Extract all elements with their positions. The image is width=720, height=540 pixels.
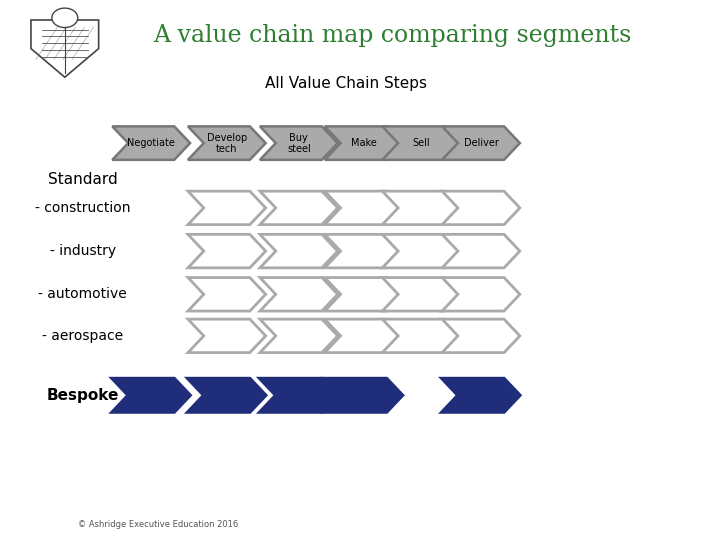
- Polygon shape: [325, 278, 402, 311]
- Polygon shape: [260, 379, 338, 412]
- Text: Buy
steel: Buy steel: [287, 133, 310, 153]
- Polygon shape: [382, 319, 460, 353]
- Polygon shape: [260, 191, 338, 225]
- Polygon shape: [325, 234, 402, 268]
- Polygon shape: [325, 319, 402, 353]
- Polygon shape: [442, 191, 520, 225]
- Polygon shape: [442, 234, 520, 268]
- Polygon shape: [188, 319, 266, 353]
- Polygon shape: [260, 126, 338, 160]
- Polygon shape: [112, 126, 190, 160]
- Text: © Ashridge Executive Education 2016: © Ashridge Executive Education 2016: [78, 521, 238, 529]
- Polygon shape: [112, 379, 190, 412]
- Polygon shape: [442, 278, 520, 311]
- Polygon shape: [188, 234, 266, 268]
- Polygon shape: [325, 126, 402, 160]
- Text: - industry: - industry: [50, 244, 116, 258]
- Polygon shape: [442, 319, 520, 353]
- Polygon shape: [188, 379, 266, 412]
- Polygon shape: [325, 191, 402, 225]
- Text: Make: Make: [351, 138, 377, 148]
- Polygon shape: [442, 379, 520, 412]
- Polygon shape: [382, 126, 460, 160]
- Polygon shape: [188, 191, 266, 225]
- Circle shape: [52, 8, 78, 28]
- Text: Develop
tech: Develop tech: [207, 133, 247, 153]
- Text: All Value Chain Steps: All Value Chain Steps: [265, 76, 426, 91]
- Text: Sell: Sell: [413, 138, 430, 148]
- Polygon shape: [382, 234, 460, 268]
- Text: Deliver: Deliver: [464, 138, 498, 148]
- Polygon shape: [31, 20, 99, 77]
- Polygon shape: [260, 319, 338, 353]
- Polygon shape: [442, 126, 520, 160]
- Polygon shape: [188, 126, 266, 160]
- Polygon shape: [382, 278, 460, 311]
- Text: - construction: - construction: [35, 201, 130, 215]
- Text: - automotive: - automotive: [38, 287, 127, 301]
- Polygon shape: [260, 234, 338, 268]
- Polygon shape: [382, 191, 460, 225]
- Polygon shape: [260, 278, 338, 311]
- Polygon shape: [325, 379, 402, 412]
- Text: Negotiate: Negotiate: [127, 138, 175, 148]
- Text: A value chain map comparing segments: A value chain map comparing segments: [153, 24, 631, 46]
- Text: - aerospace: - aerospace: [42, 329, 123, 343]
- Text: Standard: Standard: [48, 172, 117, 187]
- Polygon shape: [188, 278, 266, 311]
- Text: Bespoke: Bespoke: [47, 388, 119, 403]
